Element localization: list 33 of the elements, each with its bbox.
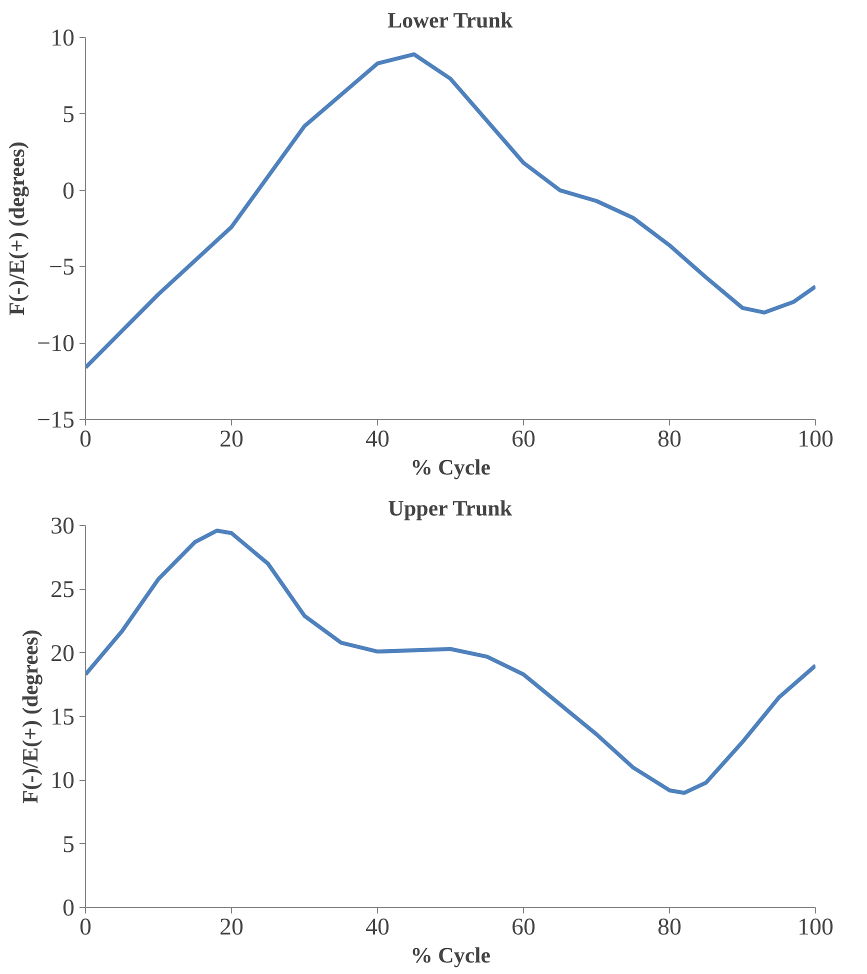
x-tick-label: 40: [366, 426, 390, 452]
y-tick-label: 5: [62, 102, 74, 128]
y-tick-label: 30: [50, 514, 74, 540]
x-tick-label: 20: [220, 426, 244, 452]
x-tick-label: 100: [798, 426, 834, 452]
x-tick-label: 100: [798, 914, 834, 940]
x-tick-label: 0: [80, 426, 92, 452]
x-axis-title: % Cycle: [410, 942, 491, 968]
y-tick-label: 10: [50, 26, 74, 52]
y-tick-label: 25: [50, 577, 74, 604]
x-tick-label: 0: [80, 914, 92, 940]
x-tick-label: 60: [512, 426, 536, 452]
y-tick-label: 20: [50, 640, 74, 667]
y-tick-label: 15: [50, 704, 74, 730]
line-series: [86, 52, 816, 370]
y-tick-label: 10: [50, 768, 74, 794]
y-axis-title: F(-)/E(+) (degrees): [18, 629, 42, 804]
x-tick-label: 80: [658, 914, 682, 940]
y-tick-label: 0: [62, 178, 74, 204]
x-tick-label: 40: [366, 914, 390, 940]
y-tick-label: 5: [62, 832, 74, 858]
line-series: [86, 528, 816, 795]
y-tick-label: 0: [62, 896, 74, 922]
chart-title: Lower Trunk: [387, 8, 514, 32]
x-tick-label: 60: [512, 914, 536, 940]
x-axis-title: % Cycle: [410, 454, 491, 480]
y-tick-label: −5: [48, 254, 75, 281]
y-axis-title: F(-)/E(+) (degrees): [4, 141, 29, 316]
y-tick-label: −15: [36, 408, 75, 434]
x-tick-label: 80: [658, 426, 682, 452]
x-tick-label: 20: [220, 914, 244, 940]
chart-title: Upper Trunk: [388, 496, 513, 520]
y-tick-label: −10: [36, 331, 75, 358]
